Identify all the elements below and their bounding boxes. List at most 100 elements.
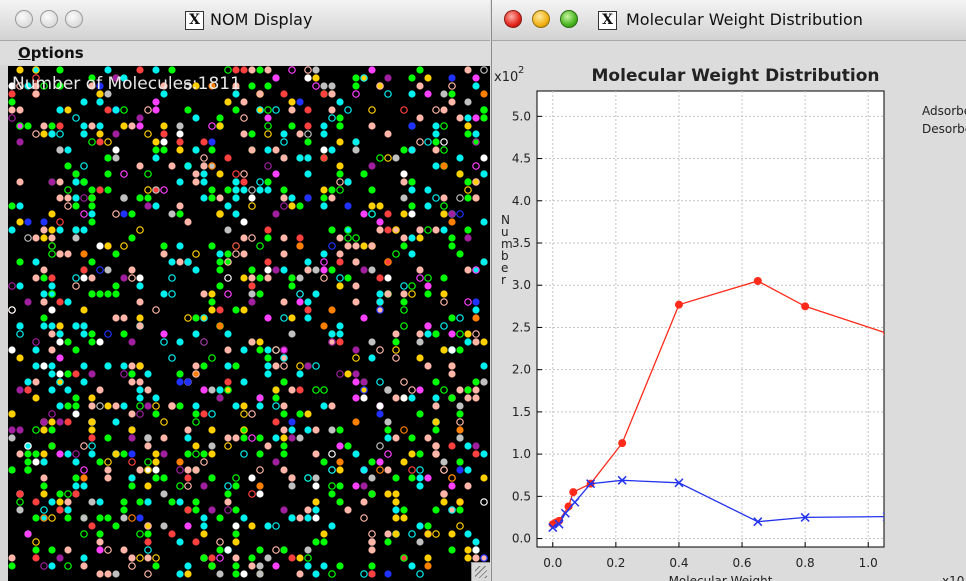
molecule-dot <box>288 202 296 210</box>
molecule-dot <box>64 562 72 570</box>
zoom-button[interactable] <box>560 10 578 28</box>
molecule-dot <box>424 138 432 146</box>
molecule-dot <box>456 458 464 466</box>
molecule-dot <box>464 442 472 450</box>
molecule-dot <box>448 506 456 514</box>
molecule-dot <box>328 186 336 194</box>
molecule-dot <box>88 450 96 458</box>
minimize-button[interactable] <box>40 10 58 28</box>
molecule-dot <box>144 386 152 394</box>
molecule-dot <box>384 154 392 162</box>
molecule-dot <box>216 554 224 562</box>
molecule-dot <box>56 498 64 506</box>
molecule-dot <box>128 458 136 466</box>
molecule-dot <box>448 210 456 218</box>
molecule-dot <box>384 426 392 434</box>
nom-titlebar[interactable]: X NOM Display <box>0 0 490 41</box>
molecule-dot <box>208 506 216 514</box>
molecule-dot <box>464 114 472 122</box>
molecule-dot <box>224 226 232 234</box>
molecule-dot <box>472 554 480 562</box>
molecule-dot <box>400 210 408 218</box>
close-button[interactable] <box>504 10 522 28</box>
molecule-dot <box>104 170 112 178</box>
molecule-dot <box>368 186 376 194</box>
molecule-dot <box>168 498 176 506</box>
molecule-dot <box>224 378 232 386</box>
molecule-dot <box>112 418 120 426</box>
molecule-dot <box>192 442 200 450</box>
molecule-dot <box>48 234 56 242</box>
minimize-button[interactable] <box>532 10 550 28</box>
molecule-dot <box>48 346 56 354</box>
molecule-dot <box>208 122 216 130</box>
molecule-dot <box>296 434 304 442</box>
molecule-dot <box>416 522 424 530</box>
molecule-dot <box>216 306 224 314</box>
molecule-dot <box>248 202 256 210</box>
x-tick-labels: 0.0 0.2 0.4 0.6 0.8 1.0 <box>543 556 878 570</box>
mw-titlebar[interactable]: X Molecular Weight Distribution <box>492 0 966 41</box>
molecule-dot <box>136 122 144 130</box>
molecule-dot <box>16 258 24 266</box>
y-tick-label: 1.5 <box>512 405 531 419</box>
molecule-dot <box>16 330 24 338</box>
molecule-dot <box>160 490 168 498</box>
molecule-dot <box>472 442 480 450</box>
molecule-dot <box>144 482 152 490</box>
data-point <box>617 475 627 485</box>
zoom-button[interactable] <box>65 10 83 28</box>
molecule-dot <box>112 570 120 578</box>
molecule-dot <box>64 194 72 202</box>
molecule-dot <box>136 498 144 506</box>
chart-title: Molecular Weight Distribution <box>592 66 880 86</box>
molecule-dot <box>480 450 488 458</box>
molecule-dot <box>352 378 360 386</box>
molecule-dot <box>248 66 256 74</box>
molecule-dot <box>56 226 64 234</box>
molecule-dot <box>472 178 480 186</box>
molecule-dot <box>184 378 192 386</box>
molecule-dot <box>232 82 240 90</box>
molecule-dot <box>64 514 72 522</box>
molecule-dot <box>40 226 48 234</box>
molecule-dot <box>360 386 368 394</box>
molecule-dot <box>248 522 256 530</box>
molecule-dot <box>336 250 344 258</box>
molecule-dot <box>232 570 240 578</box>
molecule-dot <box>168 530 176 538</box>
molecule-dot <box>24 442 32 450</box>
close-button[interactable] <box>15 10 33 28</box>
molecule-dot <box>416 266 424 274</box>
molecule-dot <box>360 170 368 178</box>
series-line <box>552 479 884 529</box>
molecule-dot <box>400 378 408 386</box>
molecule-dot <box>88 338 96 346</box>
molecule-dot <box>304 170 312 178</box>
molecule-dot <box>408 434 416 442</box>
options-menu[interactable]: Options <box>18 44 84 62</box>
molecule-dot <box>256 242 264 250</box>
molecule-dot <box>352 82 360 90</box>
molecule-dot <box>128 122 136 130</box>
molecule-dot <box>240 66 248 74</box>
molecule-dot <box>176 370 184 378</box>
molecule-dot <box>264 114 272 122</box>
molecule-dot <box>144 194 152 202</box>
molecule-dot <box>112 290 120 298</box>
molecule-dot <box>280 410 288 418</box>
molecule-dot <box>384 258 392 266</box>
molecule-dot <box>160 450 168 458</box>
molecule-dot <box>96 130 104 138</box>
molecule-dot <box>304 194 312 202</box>
molecule-dot <box>312 386 320 394</box>
molecule-dot <box>64 402 72 410</box>
molecule-dot <box>24 122 32 130</box>
molecule-dot <box>144 498 152 506</box>
molecule-dot <box>328 306 336 314</box>
molecule-dot <box>264 314 272 322</box>
molecule-dot <box>368 490 376 498</box>
molecule-dot <box>328 194 336 202</box>
molecule-dot <box>144 466 152 474</box>
resize-grip-icon[interactable] <box>471 562 490 581</box>
